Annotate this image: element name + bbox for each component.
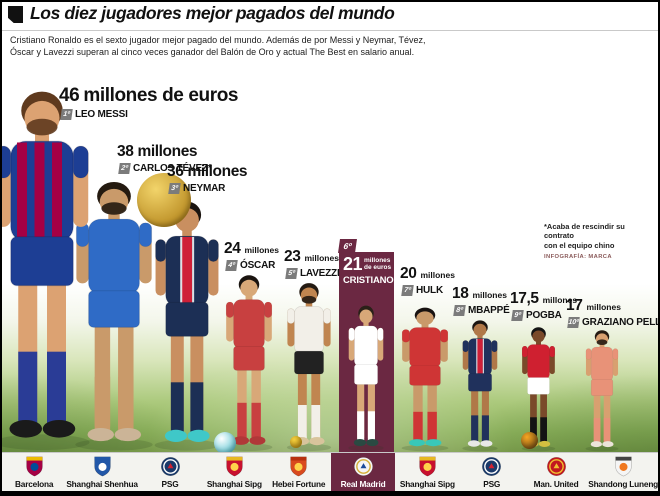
header: Los diez jugadores mejor pagados del mun… <box>2 2 658 30</box>
player-figure-leo-messi <box>2 85 117 452</box>
player-label-neymar: 36 millones 3º NEYMAR <box>167 163 248 194</box>
rank-badge-pogba: 9º <box>511 310 524 321</box>
club-cell-shanghai-sipg: Shanghai Sipg <box>395 453 459 491</box>
club-name: Shanghai Sipg <box>206 479 262 489</box>
orange-ball <box>521 432 538 449</box>
club-crest-icon <box>290 456 307 477</box>
white-teal-ball <box>214 432 236 452</box>
player-name-hulk: HULK <box>416 285 443 296</box>
player-label-hulk: 20 millones 7º HULK <box>400 265 455 296</box>
club-cell-real-madrid: Real Madrid <box>330 453 396 491</box>
description-line-1: Cristiano Ronaldo es el sexto jugador me… <box>10 35 426 45</box>
salary-cristiano: 21 millones de euros <box>343 254 392 274</box>
player-name-mbapp: MBAPPÉ <box>468 305 510 316</box>
player-name-scar: ÓSCAR <box>240 260 276 271</box>
club-cell-barcelona: Barcelona <box>2 453 66 491</box>
rank-badge-scar: 4º <box>225 260 238 271</box>
header-divider <box>2 30 658 31</box>
rank-badge-neymar: 3º <box>168 183 181 194</box>
player-figure-cristiano <box>338 303 394 452</box>
club-crest-icon <box>419 456 436 477</box>
footnote: *Acaba de rescindir su contrato con el e… <box>544 222 656 261</box>
club-cell-psg: PSG <box>460 453 524 491</box>
club-name: Shanghai Sipg <box>399 479 455 489</box>
club-name: Shanghai Shenhua <box>66 479 138 489</box>
club-crest-icon <box>615 456 632 477</box>
page-title: Los diez jugadores mejor pagados del mun… <box>30 3 395 23</box>
salary-mbapp: 18 millones <box>452 285 507 302</box>
club-crest-icon <box>226 456 243 477</box>
salary-carlos-t-vez: 38 millones <box>117 143 198 160</box>
footnote-line-1: *Acaba de rescindir su contrato <box>544 222 625 241</box>
player-name-lavezzi: LAVEZZI <box>300 268 340 279</box>
rank-badge-mbapp: 8º <box>453 305 466 316</box>
player-figure-pogba <box>512 325 565 452</box>
golden-ball <box>137 173 191 227</box>
salary-lavezzi: 23 millones <box>284 248 339 265</box>
salary-hulk: 20 millones <box>400 265 455 282</box>
player-figure-mbapp <box>452 318 508 452</box>
club-crest-icon <box>26 456 43 477</box>
rank-badge-cristiano: 6º <box>338 239 357 253</box>
rank-badge-hulk: 7º <box>401 285 414 296</box>
player-name-pogba: POGBA <box>526 310 562 321</box>
club-cell-shanghai-sipg: Shanghai Sipg <box>202 453 266 491</box>
club-name: PSG <box>483 479 501 489</box>
club-name: Man. United <box>533 479 579 489</box>
salary-leo-messi: 46 millones de euros <box>59 85 239 106</box>
salary-graziano-pell: 17 millones <box>566 297 621 314</box>
player-label-leo-messi: 46 millones de euros 1º LEO MESSI <box>59 85 238 120</box>
club-name: PSG <box>161 479 179 489</box>
salary-neymar: 36 millones <box>167 163 248 180</box>
club-crest-icon <box>353 457 373 476</box>
clubs-row: Barcelona Shanghai Shenhua PSG Shanghai … <box>2 452 659 491</box>
player-name-leo-messi: LEO MESSI <box>75 109 128 120</box>
player-figure-lavezzi <box>274 280 344 452</box>
player-name-carlos-t-vez: CARLOS TÉVEZ* <box>133 163 212 174</box>
rank-badge-carlos-t-vez: 2º <box>118 163 131 174</box>
yellow-ball <box>290 436 302 448</box>
footnote-line-2: con el equipo chino <box>544 240 615 250</box>
club-crest-icon <box>93 456 111 477</box>
player-figure-graziano-pell <box>576 328 628 452</box>
player-name-graziano-pell: GRAZIANO PELLÉ <box>582 317 658 328</box>
club-name: Shandong Luneng <box>588 479 659 489</box>
player-label-mbapp: 18 millones 8º MBAPPÉ <box>452 285 510 316</box>
rank-badge-leo-messi: 1º <box>60 109 73 120</box>
rank-badge-graziano-pell: 10º <box>567 317 580 328</box>
player-label-pogba: 17,5 millones 9º POGBA <box>510 290 577 321</box>
pitch-area: 46 millones de euros 1º LEO MESSI 38 millo… <box>2 70 658 452</box>
player-figure-carlos-t-vez <box>53 177 175 452</box>
description: Cristiano Ronaldo es el sexto jugador me… <box>10 35 426 59</box>
infographic-credit: INFOGRAFÍA: MARCA <box>544 254 612 261</box>
club-cell-psg: PSG <box>138 453 202 491</box>
player-label-lavezzi: 23 millones 5º LAVEZZI <box>284 248 340 279</box>
player-figure-hulk <box>388 305 462 452</box>
player-name-cristiano: CRISTIANO <box>343 275 394 286</box>
salary-scar: 24 millones <box>224 240 279 257</box>
marca-bullet-icon <box>8 6 23 23</box>
player-name-neymar: NEYMAR <box>183 183 226 194</box>
club-name: Barcelona <box>15 479 54 489</box>
player-figure-scar <box>212 272 286 452</box>
description-line-2: Óscar y Lavezzi superan al cinco veces g… <box>10 46 415 57</box>
club-cell-man-united: Man. United <box>524 453 588 491</box>
player-label-scar: 24 millones 4º ÓSCAR <box>224 240 279 271</box>
club-cell-shanghai-shenhua: Shanghai Shenhua <box>66 453 138 491</box>
club-cell-shandong-luneng: Shandong Luneng <box>588 453 659 491</box>
club-crest-icon <box>482 457 502 476</box>
rank-badge-lavezzi: 5º <box>285 268 298 279</box>
club-name: Hebei Fortune <box>272 479 326 489</box>
club-name: Real Madrid <box>340 479 386 489</box>
club-crest-icon <box>160 457 180 476</box>
club-cell-hebei-fortune: Hebei Fortune <box>267 453 331 491</box>
player-label-carlos-t-vez: 38 millones 2º CARLOS TÉVEZ* <box>117 143 212 174</box>
salary-pogba: 17,5 millones <box>510 290 578 307</box>
club-crest-icon <box>546 457 566 476</box>
